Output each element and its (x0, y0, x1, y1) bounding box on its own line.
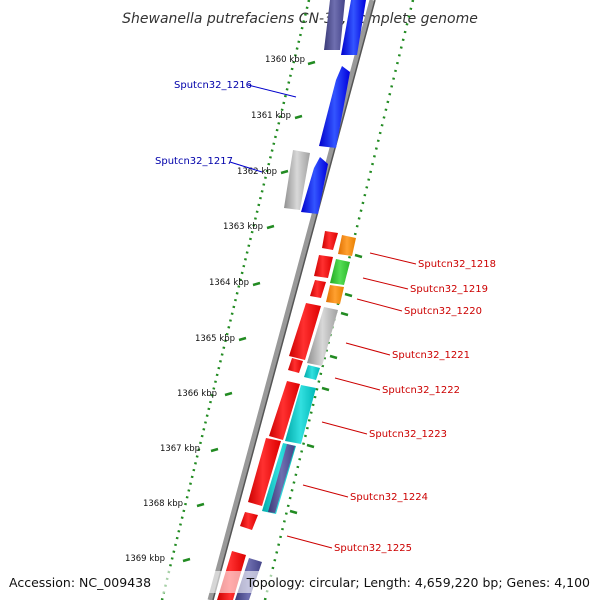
gene-sputcn32-1222[interactable] (304, 365, 320, 380)
genome-backbone (207, 0, 375, 600)
gene-sputcn32-1223[interactable] (285, 385, 316, 444)
gene-feature[interactable] (314, 255, 333, 278)
gene-label-sputcn32-1216[interactable]: Sputcn32_1216 (174, 80, 252, 91)
gene-sputcn32-1219[interactable] (330, 259, 350, 285)
kbp-label: 1362 kbp (237, 167, 277, 177)
gene-sputcn32-1216[interactable] (319, 66, 350, 148)
kbp-label: 1366 kbp (177, 389, 217, 399)
gene-label-sputcn32-1224[interactable]: Sputcn32_1224 (350, 492, 428, 503)
gene-label-sputcn32-1218[interactable]: Sputcn32_1218 (418, 259, 496, 270)
gene-label-sputcn32-1223[interactable]: Sputcn32_1223 (369, 429, 447, 440)
genome-title: Shewanella putrefaciens CN-32, complete … (122, 11, 478, 27)
label-connectors (229, 84, 417, 549)
gene-feature[interactable] (324, 0, 345, 50)
gene-feature[interactable] (322, 231, 338, 250)
kbp-label: 1368 kbp (143, 499, 183, 509)
genome-summary: Topology: circular; Length: 4,659,220 bp… (246, 575, 590, 590)
kbp-label: 1363 kbp (223, 222, 263, 232)
kbp-labels: 1360 kbp 1361 kbp 1362 kbp 1363 kbp 1364… (125, 55, 305, 564)
gene-sputcn32-1221[interactable] (307, 307, 338, 366)
gene-sputcn32-1220[interactable] (326, 285, 344, 304)
gene-feature[interactable] (269, 381, 300, 440)
gene-label-sputcn32-1217[interactable]: Sputcn32_1217 (155, 156, 233, 167)
gene-label-sputcn32-1220[interactable]: Sputcn32_1220 (404, 306, 482, 317)
gene-label-sputcn32-1222[interactable]: Sputcn32_1222 (382, 385, 460, 396)
gene-label-sputcn32-1221[interactable]: Sputcn32_1221 (392, 350, 470, 361)
outer-tick-track (160, 0, 311, 600)
gene-label-sputcn32-1219[interactable]: Sputcn32_1219 (410, 284, 488, 295)
kbp-label: 1367 kbp (160, 444, 200, 454)
gene-feature[interactable] (341, 0, 366, 55)
gene-sputcn32-1225[interactable] (240, 512, 258, 530)
kbp-label: 1361 kbp (251, 111, 291, 121)
gene-feature[interactable] (289, 303, 321, 360)
kbp-label: 1360 kbp (265, 55, 305, 65)
gene-label-sputcn32-1225[interactable]: Sputcn32_1225 (334, 543, 412, 554)
gene-feature[interactable] (301, 157, 328, 214)
kbp-major-ticks (182, 60, 316, 563)
kbp-label: 1365 kbp (195, 334, 235, 344)
kbp-label: 1364 kbp (209, 278, 249, 288)
kbp-label: 1369 kbp (125, 554, 165, 564)
accession-text: Accession: NC_009438 (9, 575, 151, 590)
gene-sputcn32-1218[interactable] (338, 235, 356, 256)
gene-feature[interactable] (248, 438, 281, 506)
gene-feature[interactable] (288, 358, 303, 373)
gene-sputcn32-1217[interactable] (284, 150, 310, 210)
gene-feature[interactable] (310, 280, 326, 298)
